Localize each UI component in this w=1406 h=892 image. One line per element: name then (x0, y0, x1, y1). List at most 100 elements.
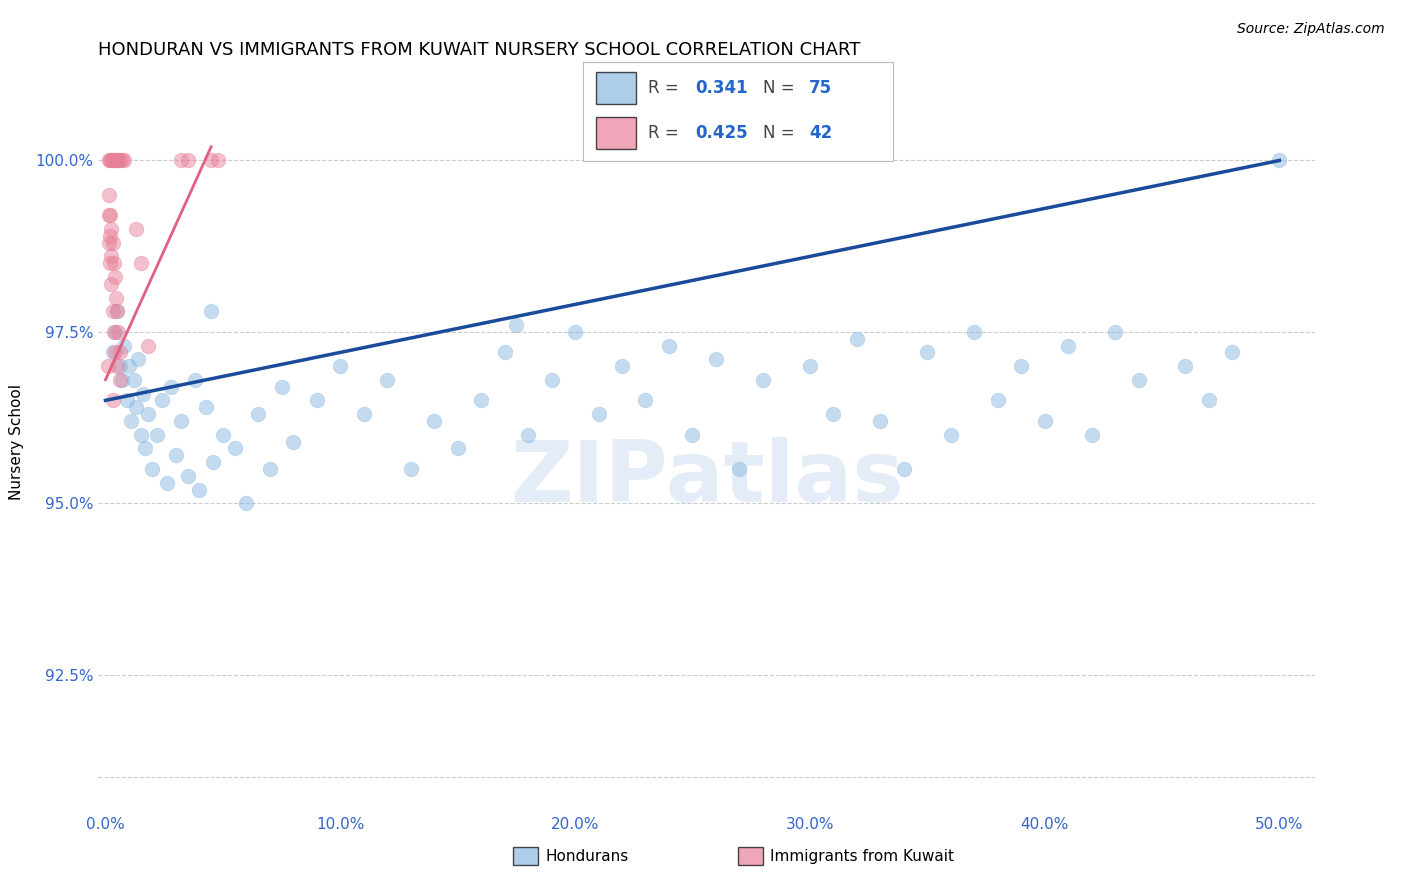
Point (118, 359, 141, 373)
Point (494, 345, 516, 359)
Point (97, 359, 120, 373)
Point (112, 338, 135, 352)
Point (120, 414, 142, 428)
Point (98, 153, 121, 168)
Point (564, 325, 586, 339)
Point (146, 427, 169, 442)
Point (247, 407, 270, 421)
Point (505, 318, 527, 332)
Point (1010, 359, 1032, 373)
Point (1198, 393, 1220, 408)
Point (104, 270, 127, 285)
Point (129, 427, 152, 442)
Point (122, 373, 145, 387)
Point (212, 427, 235, 442)
Text: 42: 42 (810, 124, 832, 142)
Point (98, 256, 121, 270)
FancyBboxPatch shape (596, 118, 636, 149)
Point (100, 222, 122, 236)
Point (169, 414, 191, 428)
Point (108, 373, 131, 387)
Point (446, 442, 468, 456)
Point (183, 373, 205, 387)
Point (1268, 153, 1291, 168)
Point (105, 291, 128, 305)
Point (150, 393, 173, 408)
Point (987, 393, 1010, 408)
Point (103, 256, 125, 270)
Point (111, 153, 134, 168)
Point (200, 304, 222, 318)
Point (375, 373, 398, 387)
Point (103, 153, 125, 168)
Point (939, 427, 962, 442)
Point (202, 455, 225, 469)
Point (658, 338, 681, 352)
Point (1128, 373, 1150, 387)
Point (105, 153, 128, 168)
Point (104, 345, 127, 359)
Point (115, 393, 138, 408)
Point (112, 153, 135, 168)
Point (283, 434, 305, 449)
Point (111, 373, 134, 387)
Text: Immigrants from Kuwait: Immigrants from Kuwait (770, 849, 955, 863)
Point (845, 332, 868, 346)
Point (132, 386, 155, 401)
Point (1033, 414, 1056, 428)
Point (165, 448, 187, 462)
Point (125, 401, 148, 415)
Point (1104, 325, 1126, 339)
Point (353, 407, 375, 421)
Text: Source: ZipAtlas.com: Source: ZipAtlas.com (1237, 22, 1385, 37)
Point (129, 256, 152, 270)
Point (188, 483, 211, 497)
Point (101, 345, 124, 359)
Point (799, 359, 821, 373)
Point (105, 304, 128, 318)
Text: R =: R = (648, 79, 685, 97)
Point (517, 427, 540, 442)
Point (98, 208, 121, 222)
Point (101, 153, 124, 168)
Point (329, 359, 352, 373)
Point (588, 407, 610, 421)
Point (134, 442, 156, 456)
Point (305, 393, 328, 408)
Point (224, 442, 246, 456)
Point (893, 462, 915, 476)
Point (823, 407, 845, 421)
Point (259, 462, 281, 476)
Point (169, 153, 191, 168)
Point (704, 352, 727, 367)
Point (108, 345, 131, 359)
Point (104, 325, 127, 339)
Text: Hondurans: Hondurans (546, 849, 628, 863)
Point (127, 352, 149, 367)
Point (125, 222, 148, 236)
Point (101, 235, 124, 250)
Text: HONDURAN VS IMMIGRANTS FROM KUWAIT NURSERY SCHOOL CORRELATION CHART: HONDURAN VS IMMIGRANTS FROM KUWAIT NURSE… (98, 41, 860, 59)
Point (176, 468, 198, 483)
Point (176, 153, 198, 168)
Point (399, 462, 422, 476)
Point (752, 373, 775, 387)
Point (103, 325, 125, 339)
Point (1080, 427, 1102, 442)
Point (101, 393, 124, 408)
Point (1057, 338, 1080, 352)
Text: ZIPatlas: ZIPatlas (509, 437, 904, 520)
Point (136, 407, 159, 421)
Y-axis label: Nursery School: Nursery School (10, 384, 24, 500)
Point (423, 414, 446, 428)
Point (98, 235, 121, 250)
Point (195, 401, 218, 415)
Point (100, 250, 122, 264)
Point (200, 153, 222, 168)
Text: N =: N = (763, 79, 800, 97)
Point (610, 359, 633, 373)
Point (207, 153, 229, 168)
Point (728, 462, 751, 476)
Text: 75: 75 (810, 79, 832, 97)
Point (100, 153, 122, 168)
